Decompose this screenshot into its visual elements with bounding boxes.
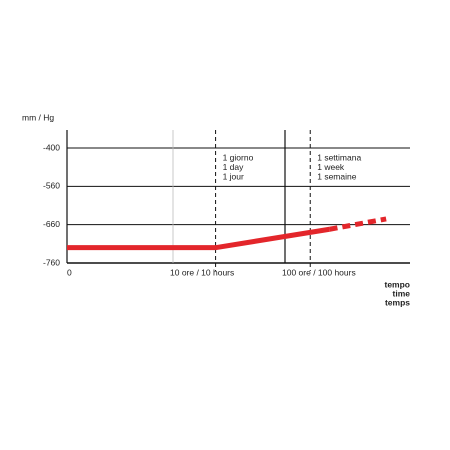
x-tick-label: 10 ore / 10 hours bbox=[170, 267, 234, 277]
y-tick-label: -760 bbox=[43, 257, 60, 267]
x-axis-label: time bbox=[393, 288, 411, 298]
annotation: 1 day bbox=[223, 162, 245, 172]
annotation: 1 jour bbox=[223, 171, 244, 181]
x-tick-label: 0 bbox=[67, 267, 72, 277]
data-line bbox=[329, 216, 387, 232]
y-axis-label: mm / Hg bbox=[22, 112, 54, 122]
y-tick-label: -660 bbox=[43, 219, 60, 229]
annotation: 1 week bbox=[317, 162, 345, 172]
annotation: 1 giorno bbox=[223, 152, 254, 162]
x-tick-label: 100 ore / 100 hours bbox=[282, 267, 356, 277]
x-axis-label: temps bbox=[385, 297, 410, 307]
x-axis-label: tempo bbox=[385, 279, 411, 289]
y-tick-label: -560 bbox=[43, 181, 60, 191]
y-tick-label: -400 bbox=[43, 142, 60, 152]
annotation: 1 settimana bbox=[317, 152, 361, 162]
data-line bbox=[67, 226, 330, 251]
annotation: 1 semaine bbox=[317, 171, 356, 181]
